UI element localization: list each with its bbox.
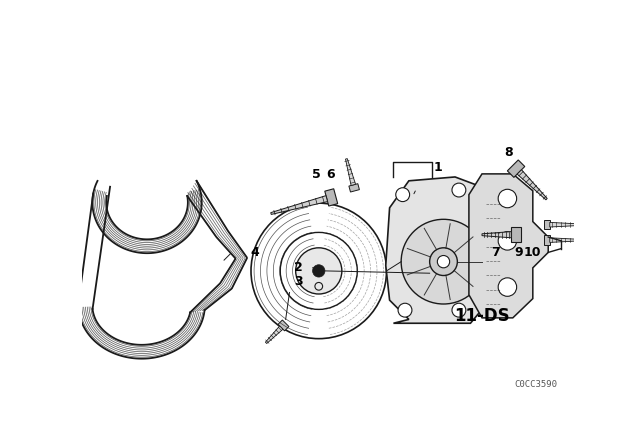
Text: 11-DS: 11-DS — [454, 306, 510, 324]
Polygon shape — [266, 326, 283, 344]
Circle shape — [396, 188, 410, 202]
Circle shape — [437, 255, 450, 268]
Circle shape — [498, 189, 516, 208]
Circle shape — [398, 303, 412, 317]
Polygon shape — [482, 232, 511, 238]
Circle shape — [498, 278, 516, 296]
Text: C0CC3590: C0CC3590 — [515, 380, 557, 389]
Polygon shape — [324, 189, 338, 206]
Text: 2: 2 — [294, 261, 303, 274]
Circle shape — [452, 303, 466, 317]
Circle shape — [429, 248, 458, 276]
Text: 7: 7 — [491, 246, 499, 259]
Polygon shape — [469, 174, 548, 318]
Polygon shape — [349, 184, 360, 192]
Polygon shape — [511, 227, 520, 242]
Text: 4: 4 — [250, 246, 259, 259]
Text: 1: 1 — [434, 161, 442, 174]
Text: 10: 10 — [524, 246, 541, 259]
Circle shape — [401, 220, 486, 304]
Text: 5: 5 — [312, 168, 321, 181]
Polygon shape — [517, 170, 547, 200]
Polygon shape — [543, 236, 550, 245]
Text: 3: 3 — [294, 275, 303, 288]
Polygon shape — [271, 196, 328, 215]
Text: 8: 8 — [504, 146, 513, 159]
Circle shape — [312, 265, 325, 277]
Polygon shape — [543, 220, 550, 229]
Text: 6: 6 — [326, 168, 335, 181]
Polygon shape — [550, 238, 577, 242]
Polygon shape — [550, 222, 577, 227]
Circle shape — [498, 232, 516, 250]
Polygon shape — [508, 160, 525, 177]
Polygon shape — [346, 159, 356, 185]
Polygon shape — [278, 320, 289, 331]
Circle shape — [452, 183, 466, 197]
Circle shape — [296, 248, 342, 294]
Polygon shape — [386, 177, 501, 323]
Text: 9: 9 — [515, 246, 524, 259]
